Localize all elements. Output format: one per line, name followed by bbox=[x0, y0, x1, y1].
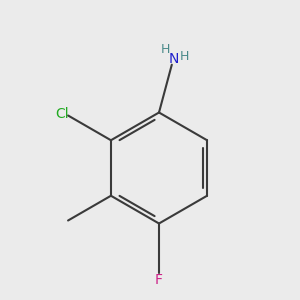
Text: Cl: Cl bbox=[55, 107, 69, 121]
Text: F: F bbox=[155, 273, 163, 286]
Text: H: H bbox=[160, 43, 170, 56]
Text: H: H bbox=[180, 50, 190, 63]
Text: N: N bbox=[168, 52, 178, 66]
